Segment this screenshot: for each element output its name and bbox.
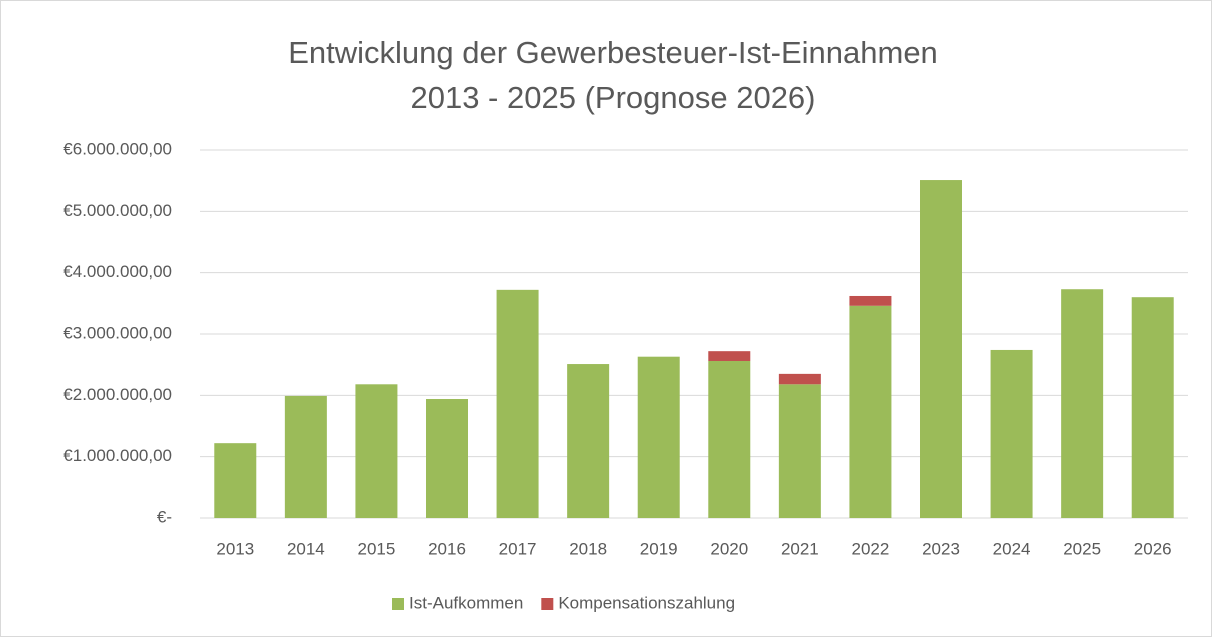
bar bbox=[214, 443, 257, 518]
x-tick-label: 2020 bbox=[710, 539, 748, 558]
x-tick-label: 2022 bbox=[852, 539, 890, 558]
legend-label: Ist-Aufkommen bbox=[409, 593, 523, 612]
bar bbox=[1061, 289, 1104, 518]
bar bbox=[496, 289, 539, 518]
x-tick-label: 2014 bbox=[287, 539, 325, 558]
bar bbox=[637, 356, 680, 518]
y-tick-label: €2.000.000,00 bbox=[63, 385, 172, 404]
x-tick-label: 2021 bbox=[781, 539, 819, 558]
bar bbox=[990, 349, 1033, 518]
y-tick-label: €5.000.000,00 bbox=[63, 201, 172, 220]
chart-subtitle: 2013 - 2025 (Prognose 2026) bbox=[410, 80, 815, 115]
x-tick-label: 2023 bbox=[922, 539, 960, 558]
y-tick-label: €3.000.000,00 bbox=[63, 323, 172, 342]
legend-swatch bbox=[392, 598, 404, 610]
y-tick-label: €1.000.000,00 bbox=[63, 446, 172, 465]
x-tick-label: 2026 bbox=[1134, 539, 1172, 558]
bar bbox=[1131, 297, 1174, 518]
y-tick-label: €4.000.000,00 bbox=[63, 262, 172, 281]
legend-label: Kompensationszahlung bbox=[558, 593, 735, 612]
x-tick-label: 2018 bbox=[569, 539, 607, 558]
y-tick-label: €- bbox=[157, 507, 172, 526]
bar bbox=[426, 399, 468, 518]
bar bbox=[355, 384, 398, 518]
x-tick-label: 2025 bbox=[1063, 539, 1101, 558]
y-tick-label: €6.000.000,00 bbox=[63, 139, 172, 158]
x-tick-label: 2015 bbox=[358, 539, 396, 558]
x-tick-label: 2013 bbox=[216, 539, 254, 558]
bar bbox=[920, 180, 962, 518]
x-tick-label: 2016 bbox=[428, 539, 466, 558]
x-tick-label: 2017 bbox=[499, 539, 537, 558]
bar bbox=[708, 360, 751, 518]
x-tick-label: 2019 bbox=[640, 539, 678, 558]
bar bbox=[778, 373, 821, 385]
chart-title: Entwicklung der Gewerbesteuer-Ist-Einnah… bbox=[288, 35, 938, 70]
legend-swatch bbox=[541, 598, 554, 610]
x-tick-label: 2024 bbox=[993, 539, 1031, 558]
bar bbox=[284, 395, 327, 518]
bar bbox=[849, 305, 892, 518]
bar bbox=[778, 384, 821, 518]
bar bbox=[567, 364, 610, 518]
bar bbox=[849, 295, 892, 306]
bar bbox=[708, 351, 751, 361]
